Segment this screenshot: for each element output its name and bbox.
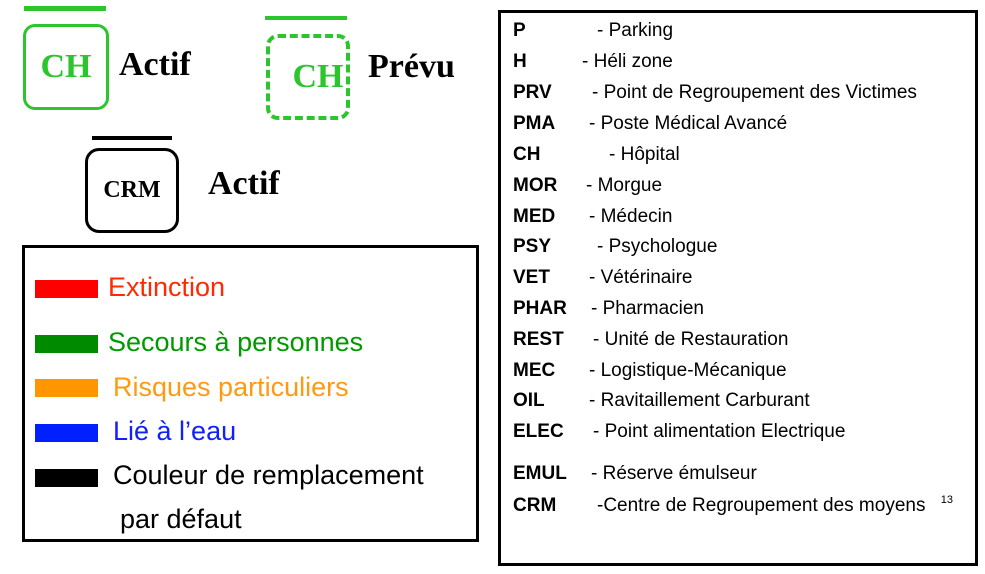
active-crm-top-bar [92, 136, 172, 140]
default-label-line2: par défaut [120, 504, 242, 534]
abbr-desc: - Pharmacien [591, 298, 704, 319]
default-label: Couleur de remplacement [113, 460, 424, 490]
abbr-desc: - Parking [597, 20, 674, 41]
abbr-code: CRM [513, 495, 557, 516]
abbr-code: P [513, 20, 526, 41]
planned-ch-status: Prévu [368, 48, 455, 85]
abbr-code: OIL [513, 390, 545, 411]
planned-ch-top-bar [265, 16, 347, 20]
abbr-desc: - Unité de Restauration [593, 329, 789, 350]
extinction-label: Extinction [108, 272, 226, 302]
water-label: Lié à l’eau [113, 416, 237, 446]
abbr-desc: - Psychologue [597, 236, 718, 257]
active-ch-code: CH [40, 48, 92, 85]
abbr-code: MED [513, 206, 556, 227]
color-legend: Extinction Secours à personnes Risques p… [22, 245, 479, 542]
abbr-desc: -Centre de Regroupement des moyens [597, 495, 926, 516]
abbr-desc: - Morgue [586, 175, 663, 196]
active-crm-status: Actif [208, 165, 280, 202]
abbr-code: CH [513, 144, 541, 165]
default-swatch [35, 469, 98, 487]
abbr-code: VET [513, 267, 550, 288]
abbr-desc: - Point alimentation Electrique [593, 421, 846, 442]
abbr-code: PSY [513, 236, 552, 257]
abbr-code: MEC [513, 360, 556, 381]
active-ch-top-bar [24, 6, 106, 11]
abbr-desc: - Réserve émulseur [591, 463, 757, 484]
active-crm-symbol: CRM [85, 148, 179, 233]
page-number: 13 [940, 494, 953, 506]
active-crm-code: CRM [103, 177, 161, 203]
abbr-code: PHAR [513, 298, 567, 319]
abbr-code: REST [513, 329, 564, 350]
active-ch-status: Actif [119, 46, 191, 83]
abbr-desc: - Ravitaillement Carburant [589, 390, 810, 411]
abbr-code: MOR [513, 175, 558, 196]
abbr-code: PMA [513, 113, 556, 134]
abbr-code: PRV [513, 82, 552, 103]
rescue-label: Secours à personnes [108, 327, 364, 357]
special-risks-swatch [35, 379, 98, 397]
abbr-code: H [513, 51, 527, 72]
abbr-desc: - Point de Regroupement des Victimes [592, 82, 917, 103]
abbr-code: ELEC [513, 421, 564, 442]
abbr-desc: - Logistique-Mécanique [589, 360, 787, 381]
abbr-desc: - Médecin [589, 206, 673, 227]
planned-ch-code: CH [292, 58, 344, 95]
abbr-code: EMUL [513, 463, 567, 484]
water-swatch [35, 424, 98, 442]
active-ch-symbol: CH [23, 24, 109, 110]
abbr-desc: - Hôpital [609, 144, 680, 165]
abbr-desc: - Vétérinaire [589, 267, 693, 288]
abbreviation-legend: P - Parking H - Héli zone PRV - Point de… [498, 10, 978, 566]
planned-ch-symbol: CH [266, 34, 350, 120]
abbr-desc: - Poste Médical Avancé [589, 113, 788, 134]
abbr-desc: - Héli zone [582, 51, 673, 72]
extinction-swatch [35, 280, 98, 298]
special-risks-label: Risques particuliers [113, 372, 349, 402]
rescue-swatch [35, 335, 98, 353]
